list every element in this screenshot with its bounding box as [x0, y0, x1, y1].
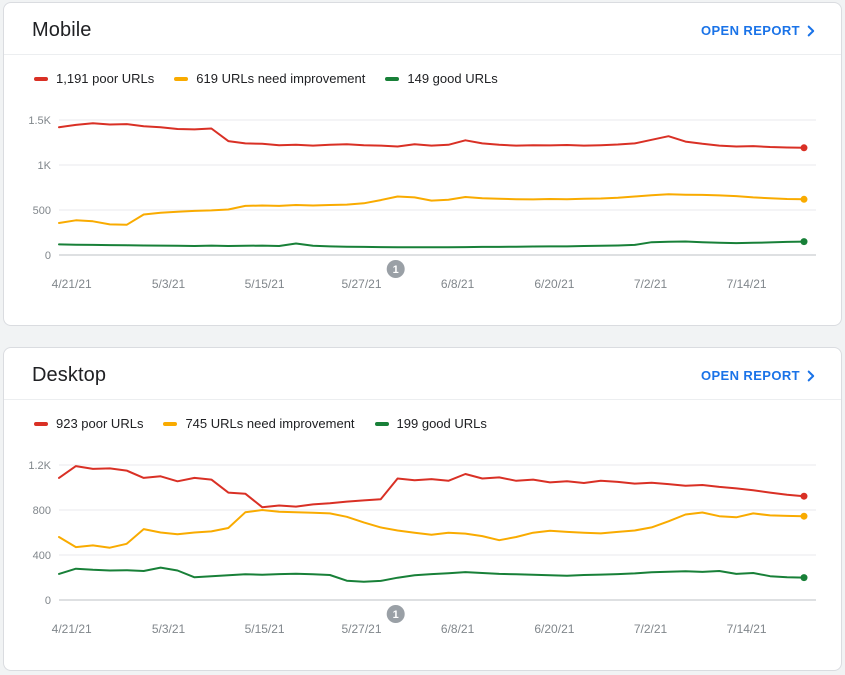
- x-axis-tick-label: 6/20/21: [534, 277, 574, 291]
- x-axis-tick-label: 7/2/21: [634, 277, 668, 291]
- open-report-link[interactable]: OPEN REPORT: [701, 368, 815, 383]
- y-axis-tick-label: 0: [45, 250, 51, 262]
- legend-swatch-icon: [374, 421, 389, 426]
- legend-label: 745 URLs need improvement: [185, 416, 355, 431]
- x-axis-tick-label: 7/14/21: [727, 277, 767, 291]
- card-header: Desktop OPEN REPORT: [4, 348, 841, 400]
- chart-legend: 1,191 poor URLs 619 URLs need improvement…: [4, 55, 841, 92]
- cwv-card-desktop: Desktop OPEN REPORT 923 poor URLs 745 URL…: [3, 347, 842, 671]
- legend-item: 745 URLs need improvement: [163, 416, 355, 431]
- legend-item: 1,191 poor URLs: [34, 71, 154, 86]
- cwv-card-mobile: Mobile OPEN REPORT 1,191 poor URLs 619 UR…: [3, 2, 842, 326]
- x-axis-tick-label: 6/8/21: [441, 622, 475, 636]
- x-axis-tick-label: 5/27/21: [341, 277, 381, 291]
- card-header: Mobile OPEN REPORT: [4, 3, 841, 55]
- cwv-trend-chart-mobile: 1.5K 1K 500 0 4/21/21 5/3/21 5/15/21 5/27/21 6/8…: [28, 115, 816, 291]
- y-axis-tick-label: 1.5K: [28, 115, 51, 127]
- chart-legend: 923 poor URLs 745 URLs need improvement 19…: [4, 400, 841, 437]
- legend-item: 199 good URLs: [374, 416, 487, 431]
- series-needs-improvement-line: [58, 509, 805, 549]
- annotation-marker[interactable]: 1: [386, 260, 405, 278]
- series-good-endpoint: [800, 574, 808, 582]
- x-axis-tick-label: 5/15/21: [245, 622, 285, 636]
- open-report-label: OPEN REPORT: [700, 368, 800, 383]
- legend-label: 619 URLs need improvement: [196, 71, 366, 86]
- x-axis-tick-label: 5/27/21: [341, 622, 381, 636]
- chevron-right-icon: [807, 25, 815, 36]
- chevron-right-icon: [807, 370, 815, 381]
- series-needs-improvement-endpoint: [800, 512, 808, 520]
- legend-swatch-icon: [34, 421, 48, 426]
- annotation-label: 1: [393, 609, 399, 621]
- cwv-trend-chart-desktop: 1.2K 800 400 0 4/21/21 5/3/21 5/15/21 5/27/21 6/…: [28, 460, 816, 636]
- series-good-line: [58, 566, 805, 583]
- annotation-label: 1: [393, 264, 399, 276]
- x-axis-tick-label: 4/21/21: [52, 622, 92, 636]
- legend-item: 923 poor URLs: [34, 416, 143, 431]
- x-axis-tick-label: 6/8/21: [441, 277, 475, 291]
- legend-swatch-icon: [385, 76, 400, 81]
- open-report-link[interactable]: OPEN REPORT: [701, 23, 815, 38]
- legend-label: 199 good URLs: [396, 416, 487, 431]
- series-good-endpoint: [800, 238, 808, 246]
- legend-swatch-icon: [34, 76, 48, 81]
- y-axis-tick-label: 0: [45, 595, 51, 607]
- x-axis-tick-label: 5/3/21: [152, 622, 186, 636]
- legend-label: 923 poor URLs: [56, 416, 144, 431]
- x-axis-tick-label: 7/2/21: [634, 622, 668, 636]
- legend-swatch-icon: [174, 76, 189, 81]
- y-axis-tick-label: 1.2K: [28, 460, 51, 472]
- x-axis-tick-label: 5/15/21: [245, 277, 285, 291]
- y-axis-tick-label: 500: [33, 205, 51, 217]
- y-axis-tick-label: 800: [33, 505, 51, 517]
- series-poor-endpoint: [800, 144, 808, 152]
- series-good-line: [58, 240, 805, 249]
- legend-item: 619 URLs need improvement: [174, 71, 365, 86]
- annotation-marker[interactable]: 1: [386, 605, 405, 623]
- series-poor-line: [58, 122, 805, 149]
- legend-label: 1,191 poor URLs: [56, 71, 155, 86]
- legend-swatch-icon: [163, 421, 178, 426]
- open-report-label: OPEN REPORT: [700, 23, 800, 38]
- legend-item: 149 good URLs: [385, 71, 498, 86]
- x-axis-tick-label: 4/21/21: [52, 277, 92, 291]
- card-title: Mobile: [32, 19, 92, 41]
- series-needs-improvement-endpoint: [800, 195, 808, 203]
- x-axis-tick-label: 5/3/21: [152, 277, 186, 291]
- series-poor-endpoint: [800, 492, 808, 500]
- card-title: Desktop: [32, 364, 107, 386]
- series-needs-improvement-line: [58, 193, 805, 226]
- y-axis-tick-label: 1K: [38, 160, 52, 172]
- legend-label: 149 good URLs: [407, 71, 498, 86]
- x-axis-tick-label: 6/20/21: [534, 622, 574, 636]
- x-axis-tick-label: 7/14/21: [727, 622, 767, 636]
- series-poor-line: [58, 465, 805, 509]
- y-axis-tick-label: 400: [33, 550, 51, 562]
